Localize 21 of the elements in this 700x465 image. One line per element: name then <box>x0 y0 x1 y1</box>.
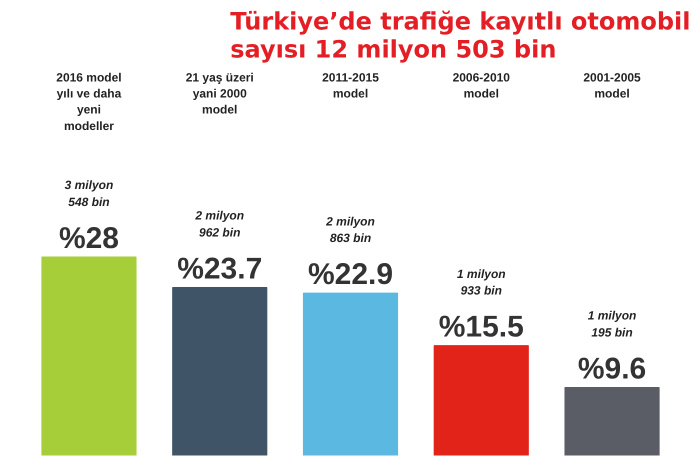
data-label: %15.5 <box>438 310 524 344</box>
data-label: %22.9 <box>308 258 394 292</box>
x-tick-label: 2011-2015 model <box>322 70 380 101</box>
text: 2 milyon 962 bin <box>194 208 244 240</box>
bar <box>302 292 398 456</box>
x-tick-label: 21 yaş üzeri yani 2000 model <box>186 70 254 117</box>
bar <box>434 345 529 456</box>
x-tick-label: 2001-2005 model <box>583 70 642 101</box>
annotation: 1 milyon 933 bin <box>456 266 506 298</box>
data-label: %23.7 <box>177 252 262 286</box>
bar <box>41 256 137 456</box>
data-label: %28 <box>58 222 119 256</box>
bar <box>172 287 268 456</box>
data-label: %9.6 <box>578 352 646 386</box>
x-tick-label: 2016 model yılı ve daha yeni modeller <box>56 70 122 133</box>
text: 3 milyon 548 bin <box>64 178 114 210</box>
annotation: 1 milyon 195 bin <box>588 308 636 340</box>
bar <box>564 386 660 456</box>
text: 2 milyon 863 bin <box>325 214 375 246</box>
x-tick-label: 2006-2010 model <box>452 70 510 101</box>
chart-title: Türkiye’de trafiğe kayıtlı otomobil sayısı 12 milyon 503 bin <box>230 8 691 64</box>
